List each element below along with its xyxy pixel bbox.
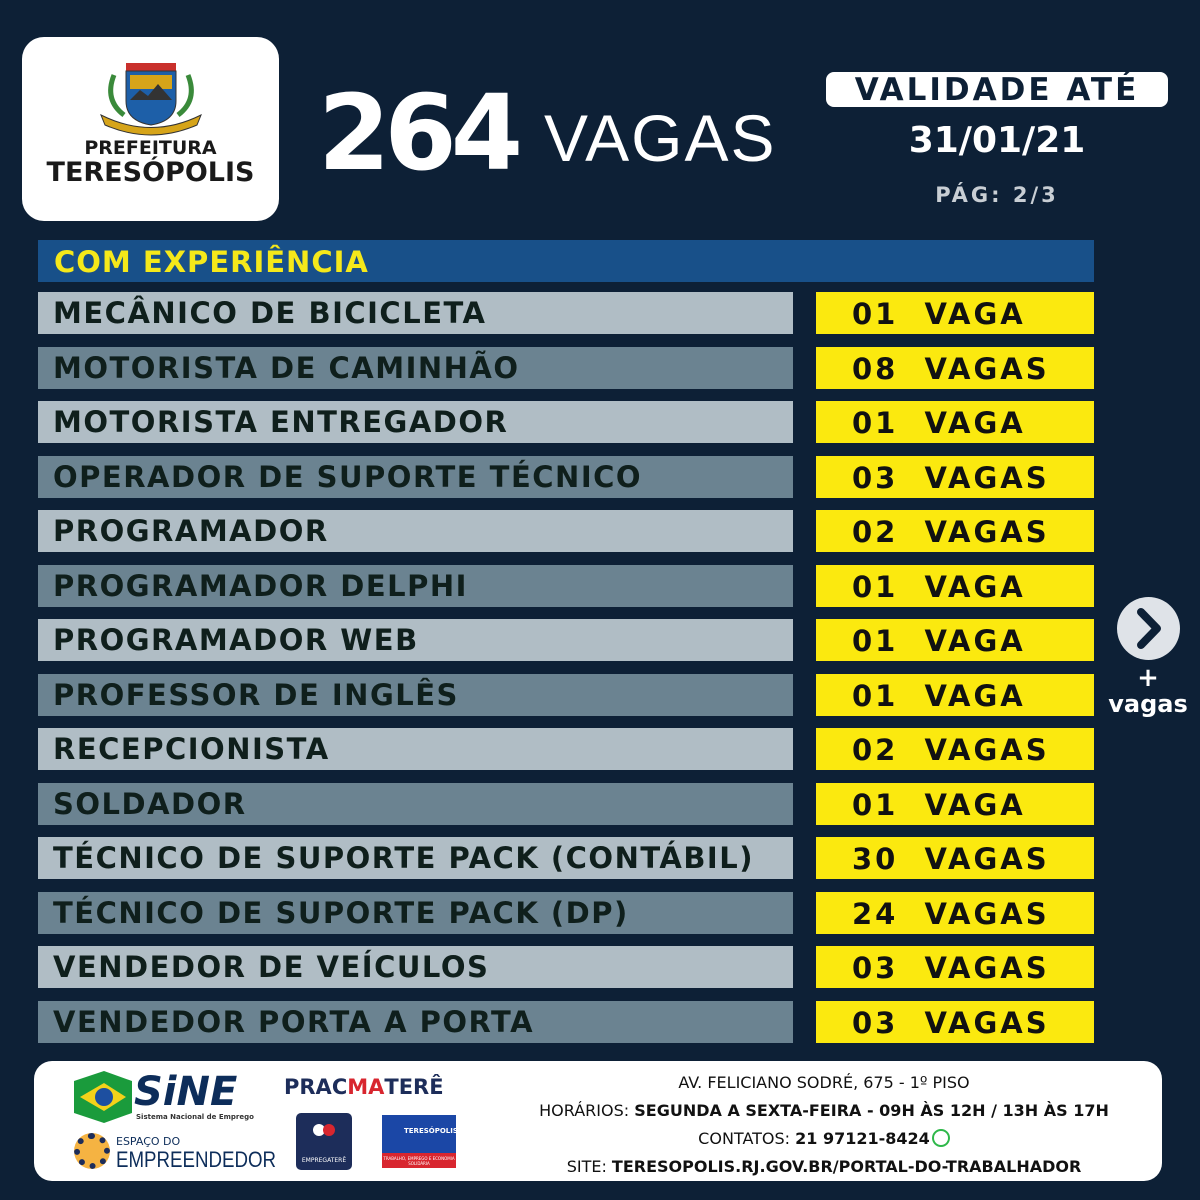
job-title: TÉCNICO DE SUPORTE PACK (DP) (38, 891, 793, 934)
job-row: TÉCNICO DE SUPORTE PACK (DP) 24 VAGAS (38, 891, 1094, 934)
vacancy-label: VAGAS (544, 101, 777, 175)
job-vacancies: 03 VAGAS (816, 946, 1094, 988)
job-title: OPERADOR DE SUPORTE TÉCNICO (38, 455, 793, 498)
job-title: TÉCNICO DE SUPORTE PACK (CONTÁBIL) (38, 837, 793, 879)
people-icon (310, 1123, 338, 1137)
espaco-line2: EMPREENDEDOR (116, 1147, 277, 1172)
chevron-right-icon (1137, 608, 1161, 649)
sine-flag-icon (74, 1071, 132, 1123)
hours: SEGUNDA A SEXTA-FEIRA - 09H ÀS 12H / 13H… (634, 1101, 1109, 1120)
job-title: PROGRAMADOR (38, 510, 793, 552)
job-vacancies: 01 VAGA (816, 401, 1094, 443)
job-vacancies: 08 VAGAS (816, 346, 1094, 389)
address: AV. FELICIANO SODRÉ, 675 - 1º PISO (678, 1073, 970, 1092)
more-vacancies-label[interactable]: vagas (1108, 690, 1188, 718)
job-row: SOLDADOR 01 VAGA (38, 782, 1094, 825)
page-indicator: PÁG: 2/3 (935, 183, 1059, 207)
job-row: TÉCNICO DE SUPORTE PACK (CONTÁBIL) 30 VAG… (38, 837, 1094, 879)
vacancy-count: 264 (318, 72, 523, 194)
job-row: VENDEDOR PORTA A PORTA 03 VAGAS (38, 1000, 1094, 1043)
jobs-list: MECÂNICO DE BICICLETA 01 VAGA MOTORISTA DE… (38, 292, 1094, 1055)
espaco-line1: ESPAÇO DO (116, 1135, 181, 1148)
job-row: OPERADOR DE SUPORTE TÉCNICO 03 VAGAS (38, 455, 1094, 498)
pracamatere-logo: PRACMATERÊ (284, 1075, 444, 1099)
site-link[interactable]: TERESOPOLIS.RJ.GOV.BR/PORTAL-DO-TRABALHA… (611, 1157, 1082, 1176)
job-title: RECEPCIONISTA (38, 728, 793, 770)
job-row: MOTORISTA ENTREGADOR 01 VAGA (38, 401, 1094, 443)
job-title: MOTORISTA DE CAMINHÃO (38, 346, 793, 389)
job-title: SOLDADOR (38, 782, 793, 825)
job-vacancies: 01 VAGA (816, 292, 1094, 334)
job-title: MOTORISTA ENTREGADOR (38, 401, 793, 443)
plus-sign: + (1137, 663, 1159, 693)
sine-logo: SiNE (134, 1069, 238, 1115)
job-title: VENDEDOR DE VEÍCULOS (38, 946, 793, 988)
job-title: PROGRAMADOR DELPHI (38, 564, 793, 607)
job-vacancies: 03 VAGAS (816, 455, 1094, 498)
prefeitura-logo: PREFEITURA TERESÓPOLIS (22, 37, 279, 221)
job-row: MECÂNICO DE BICICLETA 01 VAGA (38, 292, 1094, 334)
contact-info: AV. FELICIANO SODRÉ, 675 - 1º PISO HORÁR… (514, 1069, 1134, 1181)
job-vacancies: 02 VAGAS (816, 510, 1094, 552)
job-vacancies: 03 VAGAS (816, 1000, 1094, 1043)
job-row: PROGRAMADOR DELPHI 01 VAGA (38, 564, 1094, 607)
job-vacancies: 02 VAGAS (816, 728, 1094, 770)
gear-bulb-icon (74, 1133, 110, 1169)
validity-label: VALIDADE ATÉ (826, 72, 1168, 108)
job-vacancies: 01 VAGA (816, 673, 1094, 716)
validity-date: 31/01/21 (908, 120, 1086, 161)
job-row: MOTORISTA DE CAMINHÃO 08 VAGAS (38, 346, 1094, 389)
job-title: PROGRAMADOR WEB (38, 619, 793, 661)
logo-line2: TERESÓPOLIS (46, 157, 255, 188)
job-title: MECÂNICO DE BICICLETA (38, 292, 793, 334)
emprega-label: EMPREGATERÊ (301, 1157, 347, 1164)
job-title: PROFESSOR DE INGLÊS (38, 673, 793, 716)
job-vacancies: 01 VAGA (816, 564, 1094, 607)
phone[interactable]: 21 97121-8424 (795, 1129, 930, 1148)
city-crest-icon (99, 63, 202, 136)
teresopolis-small-label: TERESÓPOLIS (382, 1115, 458, 1153)
footer: SiNE Sistema Nacional de Emprego ESPAÇO … (34, 1061, 1162, 1181)
hours-label: HORÁRIOS: (539, 1101, 635, 1120)
contacts-label: CONTATOS: (698, 1129, 796, 1148)
job-vacancies: 01 VAGA (816, 782, 1094, 825)
whatsapp-icon (931, 1129, 950, 1147)
next-page-button[interactable] (1117, 597, 1180, 660)
section-title: COM EXPERIÊNCIA (38, 240, 1094, 282)
job-vacancies: 01 VAGA (816, 619, 1094, 661)
job-row: PROGRAMADOR WEB 01 VAGA (38, 619, 1094, 661)
job-title: VENDEDOR PORTA A PORTA (38, 1000, 793, 1043)
secretaria-label: TRABALHO, EMPREGO E ECONOMIA SOLIDÁRIA (382, 1153, 456, 1168)
empregatere-logo: EMPREGATERÊ (296, 1113, 352, 1170)
job-vacancies: 24 VAGAS (816, 891, 1094, 934)
job-row: PROGRAMADOR 02 VAGAS (38, 510, 1094, 552)
logo-line1: PREFEITURA (84, 137, 217, 159)
job-row: PROFESSOR DE INGLÊS 01 VAGA (38, 673, 1094, 716)
sine-subtitle: Sistema Nacional de Emprego (136, 1113, 254, 1121)
job-row: VENDEDOR DE VEÍCULOS 03 VAGAS (38, 946, 1094, 988)
prac-part3: TERÊ (384, 1075, 444, 1099)
teresopolis-secretaria-logo: TERESÓPOLIS TRABALHO, EMPREGO E ECONOMIA… (382, 1115, 458, 1168)
prac-part1: PRAC (284, 1075, 348, 1099)
site-label: SITE: (566, 1157, 612, 1176)
prac-part2: MA (347, 1075, 385, 1099)
job-row: RECEPCIONISTA 02 VAGAS (38, 728, 1094, 770)
job-vacancies: 30 VAGAS (816, 837, 1094, 879)
